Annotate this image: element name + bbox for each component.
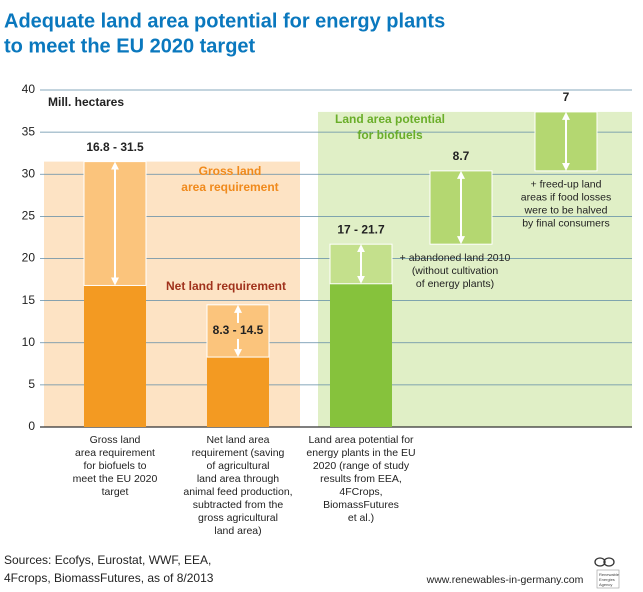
logo-text: Energies [599,577,615,582]
x-tick-label: meet the EU 2020 [73,473,158,485]
addition-note: + freed-up land [531,179,602,191]
x-tick-label: of agricultural [206,460,269,472]
logo-icon [603,557,615,567]
annotation: Net land requirement [166,279,286,293]
chart-title: Adequate land area potential for energy … [4,10,445,32]
label-bg [208,322,268,339]
bar-base [207,357,269,427]
addition-note: by final consumers [522,218,610,230]
annotation: for biofuels [357,128,423,142]
logo-box [596,569,620,589]
x-tick-label: target [102,486,129,498]
x-tick-label: requirement (saving [192,447,285,459]
annotation: area requirement [181,180,278,194]
y-tick-label: 30 [22,166,36,180]
y-axis-label: Mill. hectares [48,95,124,109]
x-tick-label: et al.) [348,512,374,524]
y-tick-label: 25 [22,209,36,223]
x-tick-label: land area through [197,473,279,485]
bar-base [330,283,392,427]
y-tick-label: 40 [22,82,36,96]
x-tick-label: 2020 (range of study [313,460,410,472]
y-tick-label: 10 [22,335,36,349]
x-tick-label: energy plants in the EU [306,447,415,459]
y-tick-label: 0 [28,419,35,433]
chart-title: to meet the EU 2020 target [4,35,256,57]
sources: 4Fcrops, BiomassFutures, as of 8/2013 [4,571,214,585]
x-tick-label: subtracted from the [193,499,284,511]
y-tick-label: 15 [22,293,36,307]
value-label: 16.8 - 31.5 [86,140,144,154]
bar-base [84,285,146,427]
x-tick-label: BiomassFutures [323,499,399,511]
annotation: Gross land [199,164,262,178]
addition-note: areas if food losses [521,192,611,204]
website: www.renewables-in-germany.com [426,574,584,586]
logo-text: Agency [599,582,612,587]
value-label: 8.3 - 14.5 [213,323,264,337]
x-tick-label: results from EEA, [320,473,402,485]
x-tick-label: for biofuels to [83,460,146,472]
y-tick-label: 5 [28,377,35,391]
value-label: 7 [563,90,570,104]
sources: Sources: Ecofys, Eurostat, WWF, EEA, [4,553,211,567]
addition-note: of energy plants) [416,278,494,290]
value-label: 8.7 [453,149,470,163]
value-label: 17 - 21.7 [337,222,385,236]
x-tick-label: animal feed production, [183,486,292,498]
addition-note: + abandoned land 2010 [400,252,511,264]
annotation: Land area potential [335,112,445,126]
x-tick-label: Gross land [90,434,141,446]
logo-text: Renewable [599,572,620,577]
logo-icon [594,557,606,567]
x-tick-label: area requirement [75,447,155,459]
addition-note: were to be halved [524,205,608,217]
y-tick-label: 20 [22,251,36,265]
y-tick-label: 35 [22,124,36,138]
x-tick-label: Land area potential for [308,434,414,446]
x-tick-label: Net land area [206,434,269,446]
x-tick-label: 4FCrops, [339,486,382,498]
x-tick-label: gross agricultural [198,512,278,524]
x-tick-label: land area) [214,525,261,537]
addition-note: (without cultivation [412,265,499,277]
